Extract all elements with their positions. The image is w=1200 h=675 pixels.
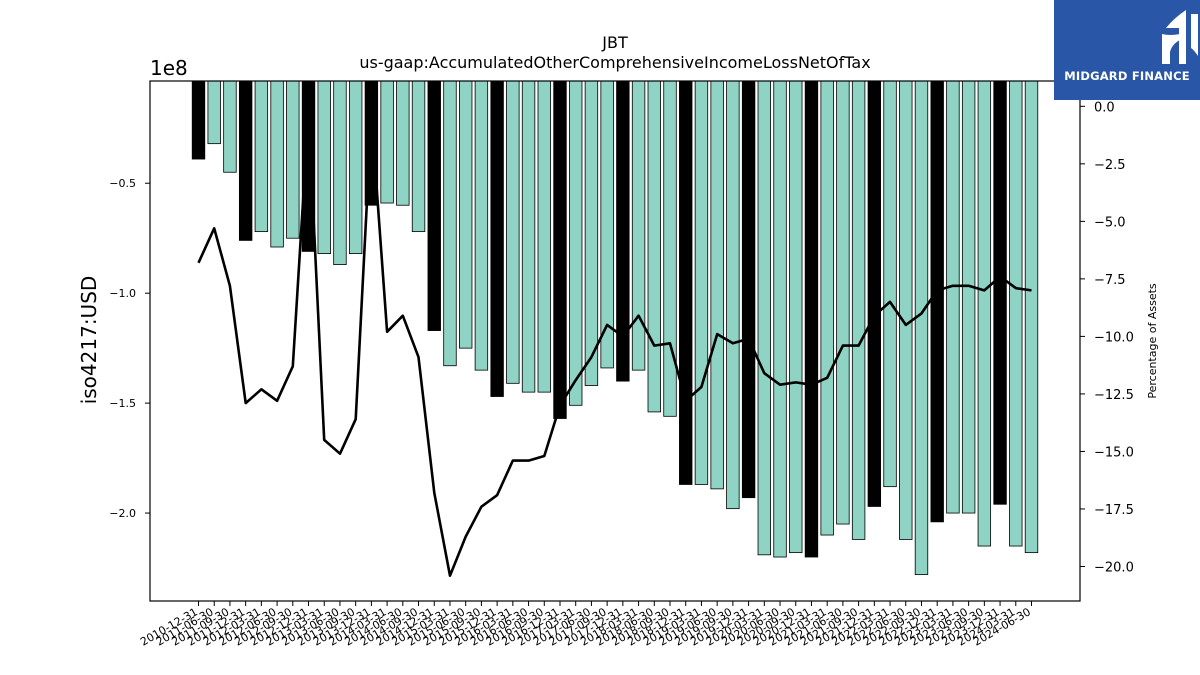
chart-title: JBT xyxy=(601,33,628,52)
bar-2012-03-31 xyxy=(254,80,269,233)
bar-2020-03-31 xyxy=(757,80,771,556)
y2-tick-label: −20.0 xyxy=(1094,560,1134,575)
bar-2024-06-30 xyxy=(1024,80,1039,554)
bar-2022-03-31 xyxy=(883,80,897,488)
logo-mark-icon xyxy=(1162,10,1198,64)
bar-2016-03-31 xyxy=(506,80,520,384)
bar-2019-09-30 xyxy=(726,80,740,510)
bar-2011-09-30 xyxy=(223,80,237,173)
bar-2023-12-31 xyxy=(993,80,1007,505)
y-tick-label: −0.5 xyxy=(109,177,136,190)
bar-2013-03-31 xyxy=(317,80,331,255)
bar-2020-09-30 xyxy=(789,80,803,554)
bar-2023-09-30 xyxy=(977,80,992,547)
bar-2012-09-30 xyxy=(286,80,300,239)
bar-2021-06-30 xyxy=(836,80,850,525)
bar-2020-12-31 xyxy=(804,80,819,558)
y2-tick-label: −7.5 xyxy=(1094,273,1126,288)
chart-subtitle: us-gaap:AccumulatedOtherComprehensiveInc… xyxy=(359,53,870,72)
brand-logo: MIDGARD FINANCE xyxy=(1054,0,1200,100)
bar-2018-09-30 xyxy=(663,80,677,417)
bar-2012-06-30 xyxy=(270,80,284,248)
y-tick-label: −1.5 xyxy=(109,397,136,410)
bar-2014-09-30 xyxy=(411,80,426,233)
bar-2015-09-30 xyxy=(474,80,489,371)
bar-2019-12-31 xyxy=(741,80,756,499)
bar-2015-06-30 xyxy=(459,80,473,349)
y2-tick-label: −10.0 xyxy=(1094,330,1134,345)
bar-2015-12-31 xyxy=(490,80,504,397)
bar-2018-06-30 xyxy=(647,80,661,413)
bar-2010-12-31 xyxy=(191,80,206,160)
bar-2016-12-31 xyxy=(553,80,567,419)
bar-2014-03-31 xyxy=(380,80,394,204)
bar-2021-09-30 xyxy=(851,80,866,540)
bar-2019-06-30 xyxy=(710,80,724,490)
plot-area: −2.0 −1.5 −1.0 −0.5 −20.0 −17.5 −15.0 −12.5 −10.… xyxy=(109,80,1134,649)
bar-2024-03-31 xyxy=(1009,80,1023,547)
y-axis-label: iso4217:USD xyxy=(77,276,101,405)
bar-2022-12-31 xyxy=(930,80,944,523)
y-tick-label: −1.0 xyxy=(109,287,136,300)
bar-2013-09-30 xyxy=(348,80,363,255)
bar-2023-06-30 xyxy=(961,80,976,514)
y2-tick-label: 0.0 xyxy=(1094,100,1115,115)
y-tick-label: −2.0 xyxy=(109,507,136,520)
y-offset-text: 1e8 xyxy=(150,56,188,80)
bar-2021-03-31 xyxy=(820,80,834,536)
bar-2014-06-30 xyxy=(396,80,410,206)
bar-2023-03-31 xyxy=(946,80,960,514)
bar-2014-12-31 xyxy=(427,80,441,331)
bar-2015-03-31 xyxy=(443,80,457,367)
bar-2011-06-30 xyxy=(207,80,221,145)
bar-2013-06-30 xyxy=(333,80,347,265)
y2-tick-label: −12.5 xyxy=(1094,388,1134,403)
bar-2019-03-31 xyxy=(694,80,709,485)
bar-2017-03-31 xyxy=(569,80,583,406)
y2-tick-label: −17.5 xyxy=(1094,503,1134,518)
bar-2018-12-31 xyxy=(679,80,693,485)
bar-2022-06-30 xyxy=(899,80,913,540)
bar-2022-09-30 xyxy=(914,80,929,576)
bar-2016-09-30 xyxy=(537,80,551,393)
bar-2020-06-30 xyxy=(773,80,787,558)
y2-tick-label: −2.5 xyxy=(1094,158,1126,173)
brand-name: MIDGARD FINANCE xyxy=(1064,69,1190,83)
bar-2011-12-31 xyxy=(238,80,253,241)
line-percentage-of-assets xyxy=(197,111,1032,578)
y2-axis-label: Percentage of Assets xyxy=(1146,283,1159,399)
plot-frame xyxy=(149,80,1081,602)
bar-2017-06-30 xyxy=(584,80,599,386)
y2-tick-label: −5.0 xyxy=(1094,215,1126,230)
y2-tick-label: −15.0 xyxy=(1094,445,1134,460)
bar-2016-06-30 xyxy=(521,80,536,393)
bar-2021-12-31 xyxy=(867,80,882,507)
